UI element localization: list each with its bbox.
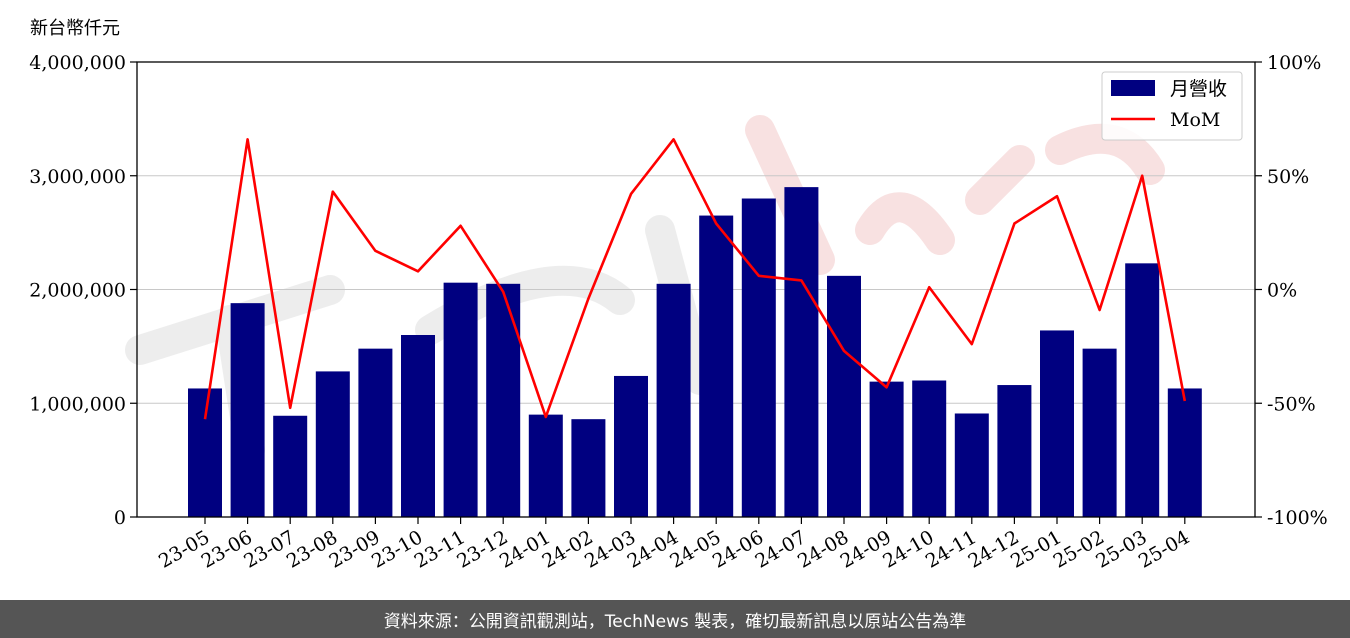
line-series xyxy=(203,138,1187,420)
left-tick-label: 4,000,000 xyxy=(29,52,126,74)
bar-24-09 xyxy=(869,381,904,517)
source-footer: 資料來源：公開資訊觀測站，TechNews 製表，確切最新訊息以原站公告為準 xyxy=(0,600,1350,638)
bar-24-10 xyxy=(912,380,947,517)
bar-24-07 xyxy=(784,187,819,517)
right-tick-label: 0% xyxy=(1267,280,1297,302)
legend-label-mom: MoM xyxy=(1170,109,1220,131)
bar-25-04 xyxy=(1167,388,1202,517)
right-tick-label: 100% xyxy=(1267,52,1321,74)
revenue-mom-chart: 0 1,000,000 2,000,000 3,000,000 4,000,000 -1… xyxy=(29,52,1328,573)
left-axis: 0 1,000,000 2,000,000 3,000,000 4,000,000 xyxy=(29,52,137,529)
bar-24-01 xyxy=(528,414,563,517)
bar-24-05 xyxy=(699,215,734,517)
bar-24-12 xyxy=(997,385,1032,517)
bar-23-12 xyxy=(486,283,521,517)
watermark-stroke xyxy=(745,115,1165,275)
bar-25-02 xyxy=(1082,348,1117,517)
bar-23-07 xyxy=(273,415,308,517)
left-tick-label: 3,000,000 xyxy=(29,166,126,188)
bar-23-05 xyxy=(188,388,222,517)
bar-23-09 xyxy=(358,348,393,517)
right-axis: -100% -50% 0% 50% 100% xyxy=(1255,52,1328,529)
right-tick-label: -50% xyxy=(1267,393,1316,415)
bar-series xyxy=(188,187,1202,517)
bar-23-06 xyxy=(230,303,265,517)
right-tick-label: -100% xyxy=(1267,507,1328,529)
left-tick-label: 2,000,000 xyxy=(29,280,126,302)
left-tick-label: 1,000,000 xyxy=(29,393,126,415)
right-tick-label: 50% xyxy=(1267,166,1309,188)
legend: 月營收 MoM xyxy=(1101,71,1243,141)
left-tick-label: 0 xyxy=(114,507,126,529)
bar-24-02 xyxy=(571,419,606,517)
bar-24-03 xyxy=(614,375,648,517)
bar-24-06 xyxy=(741,198,776,517)
bar-24-11 xyxy=(954,413,989,517)
bar-25-01 xyxy=(1040,330,1074,517)
bar-23-08 xyxy=(315,371,350,517)
x-axis: 23-0523-0623-0723-0823-0923-1023-1123-12… xyxy=(155,517,1193,573)
mom-line xyxy=(203,138,1187,420)
y-axis-unit-label: 新台幣仟元 xyxy=(30,18,120,39)
legend-swatch-bar xyxy=(1111,80,1155,96)
bar-25-03 xyxy=(1125,263,1160,517)
bar-24-08 xyxy=(827,275,861,517)
bar-23-11 xyxy=(443,282,478,517)
bar-23-10 xyxy=(401,335,435,517)
bar-24-04 xyxy=(656,283,691,517)
legend-label-revenue: 月營收 xyxy=(1170,78,1227,100)
source-text: 資料來源：公開資訊觀測站，TechNews 製表，確切最新訊息以原站公告為準 xyxy=(383,611,967,632)
